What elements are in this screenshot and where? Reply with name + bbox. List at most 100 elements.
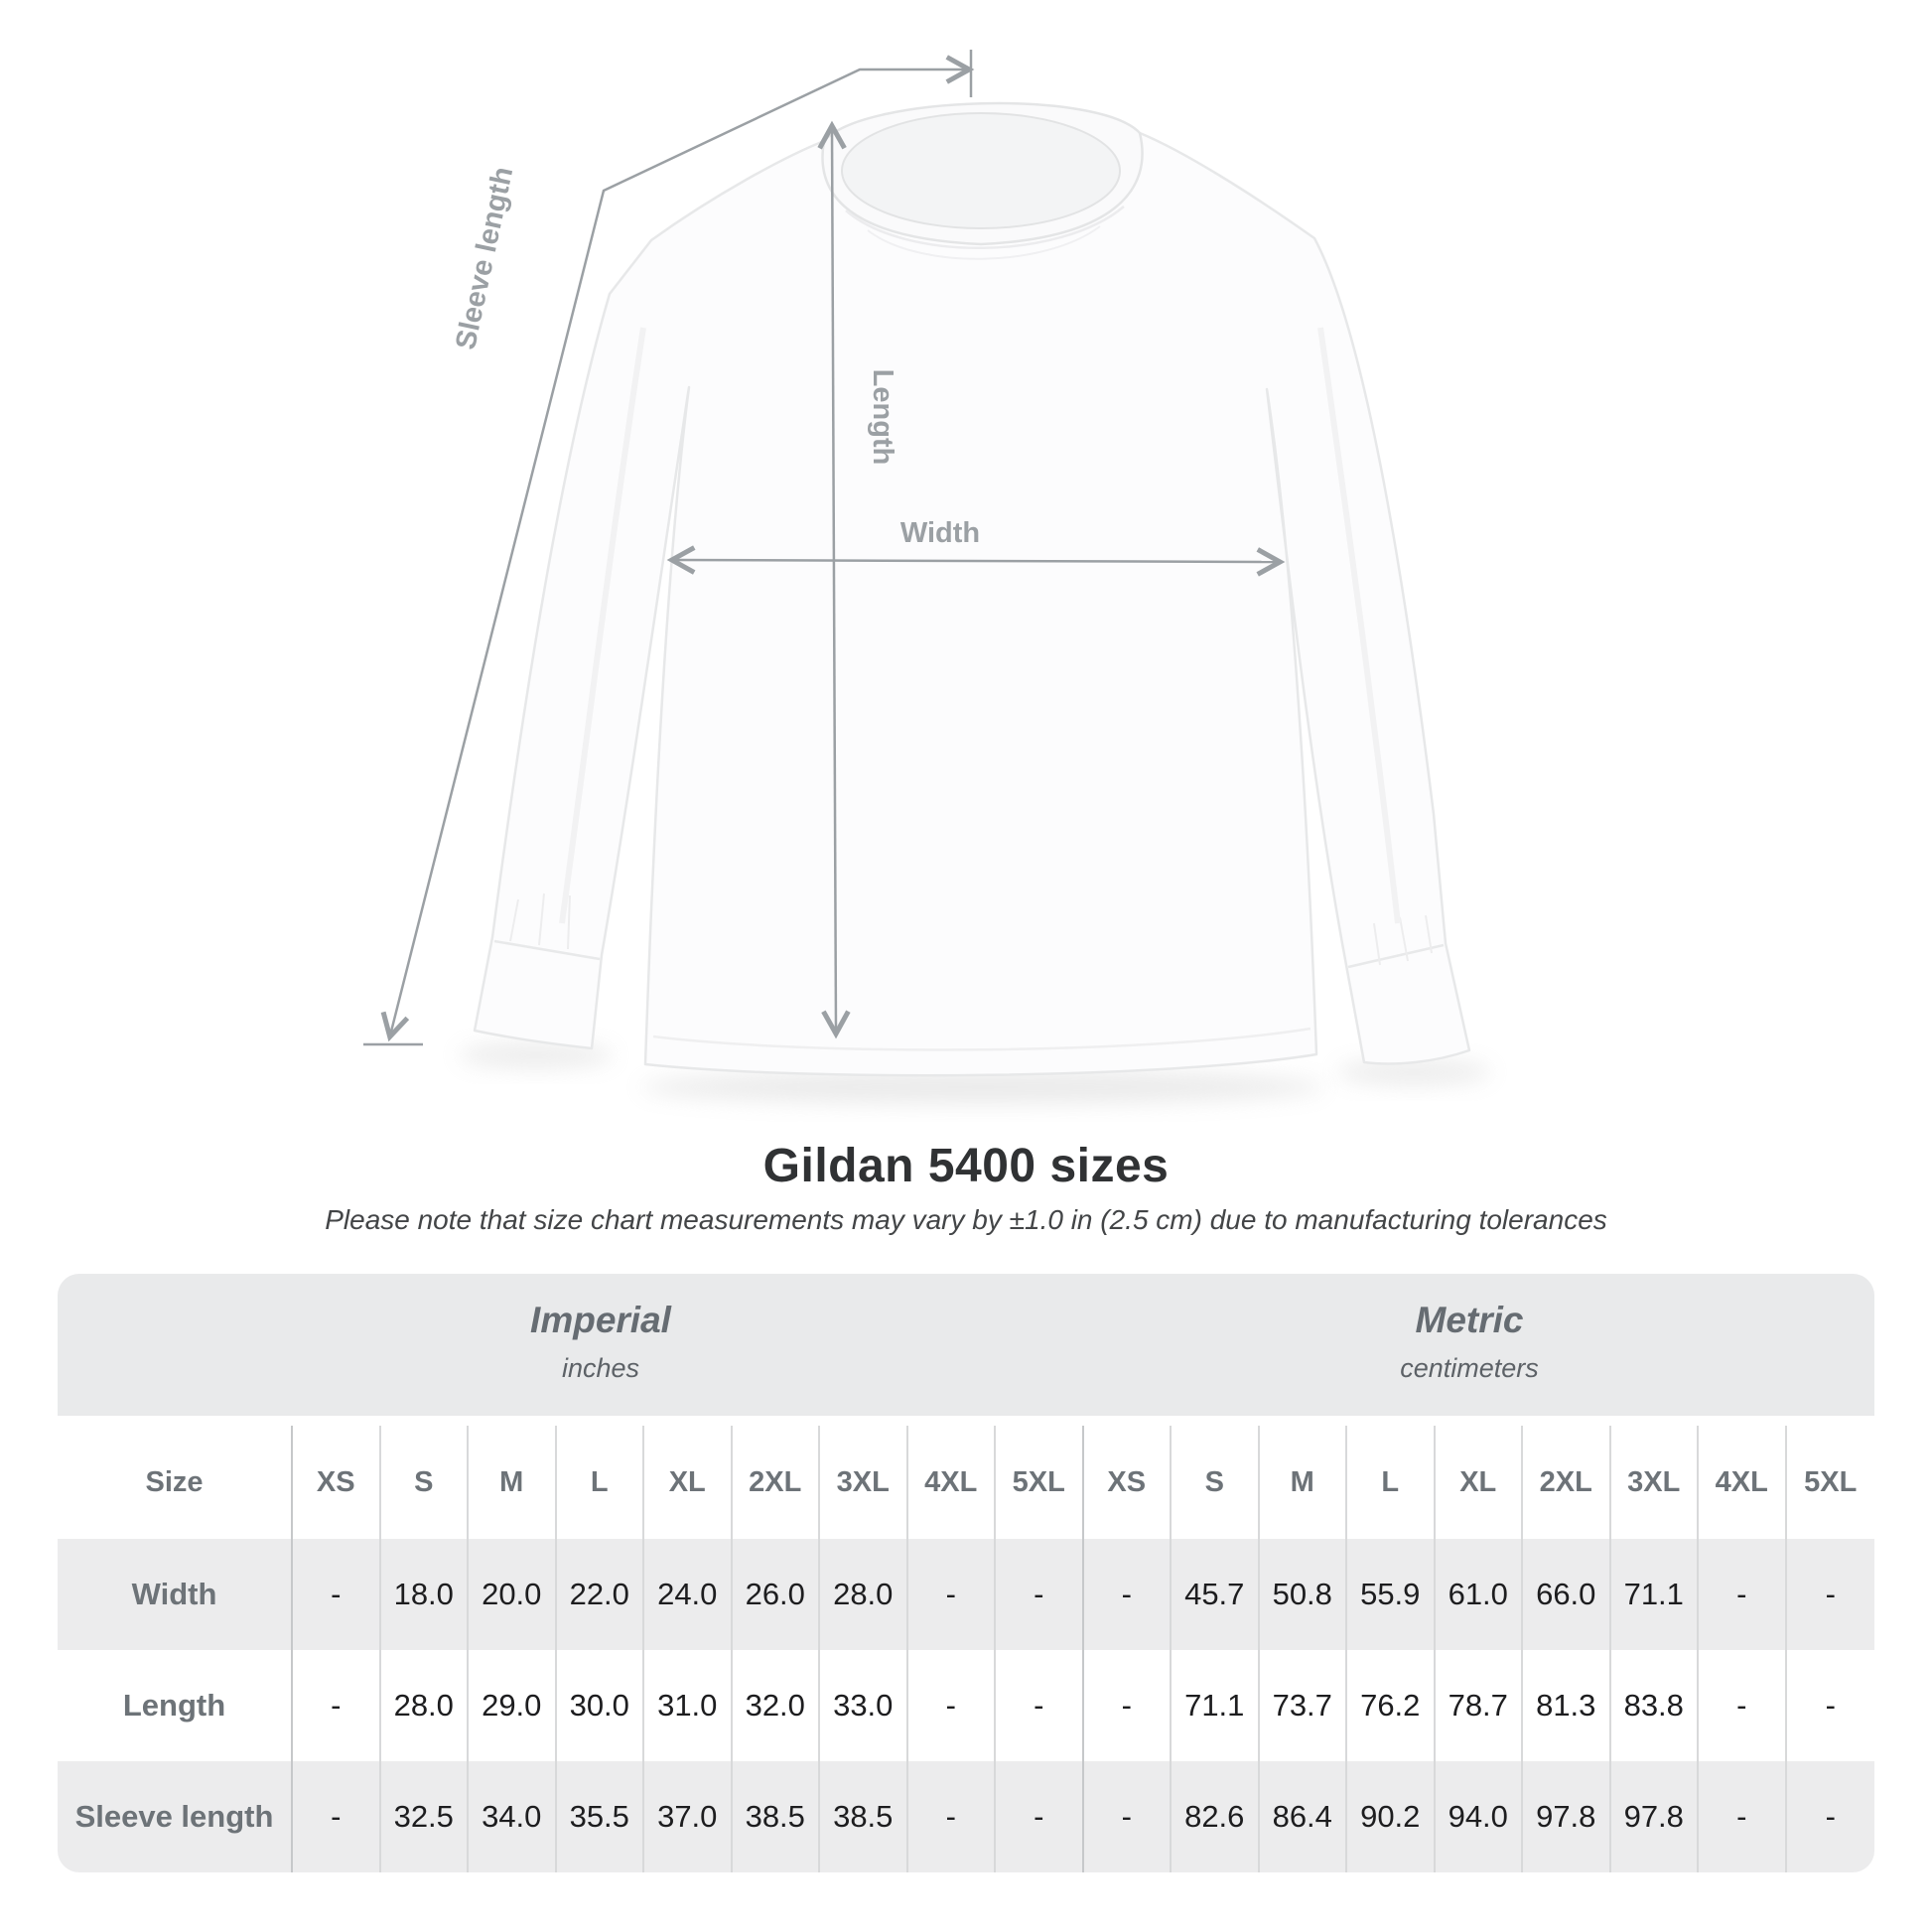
column-header-imperial-s: S [381, 1426, 469, 1539]
shirt-body [473, 131, 1471, 1077]
column-header-metric-xl: XL [1436, 1426, 1523, 1539]
cell-width-imperial-s: 18.0 [380, 1539, 469, 1650]
cell-width-imperial-xl: 24.0 [644, 1539, 733, 1650]
cell-width-metric-2xl: 66.0 [1523, 1539, 1611, 1650]
row-label-length: Length [58, 1650, 293, 1761]
unit-group-metric: Metric centimeters [1400, 1274, 1539, 1384]
cell-width-metric-xl: 61.0 [1435, 1539, 1523, 1650]
column-header-imperial-4xl: 4XL [908, 1426, 996, 1539]
length-label: Length [867, 369, 898, 466]
column-header-imperial-xl: XL [644, 1426, 733, 1539]
width-label: Width [900, 517, 980, 549]
cell-length-imperial-4xl: - [908, 1650, 996, 1761]
unit-group-metric-name: Metric [1415, 1300, 1524, 1340]
row-label-sleeve-length: Sleeve length [58, 1761, 293, 1872]
sleeve-length-dimension-line [380, 55, 975, 1042]
cell-length-metric-4xl: - [1699, 1650, 1787, 1761]
cell-width-imperial-2xl: 26.0 [732, 1539, 820, 1650]
cell-sleeve-length-metric-5xl: - [1786, 1761, 1874, 1872]
cell-width-metric-3xl: 71.1 [1610, 1539, 1699, 1650]
cell-sleeve-length-imperial-3xl: 38.5 [820, 1761, 908, 1872]
dimension-lines [363, 50, 1286, 1046]
hem-seam [652, 1027, 1311, 1051]
column-header-metric-s: S [1172, 1426, 1260, 1539]
right-cuff-gathers [1373, 914, 1433, 966]
cell-length-imperial-5xl: - [996, 1650, 1084, 1761]
cell-sleeve-length-metric-3xl: 97.8 [1610, 1761, 1699, 1872]
column-header-metric-xs: XS [1084, 1426, 1172, 1539]
cell-length-imperial-m: 29.0 [469, 1650, 557, 1761]
cell-sleeve-length-imperial-l: 35.5 [556, 1761, 644, 1872]
cell-sleeve-length-imperial-2xl: 38.5 [732, 1761, 820, 1872]
cell-length-imperial-xs: - [293, 1650, 381, 1761]
unit-group-imperial: Imperial inches [530, 1274, 671, 1384]
column-header-imperial-l: L [557, 1426, 644, 1539]
cell-width-imperial-xs: - [293, 1539, 381, 1650]
cell-sleeve-length-metric-xs: - [1083, 1761, 1172, 1872]
shirt-shadow [459, 1042, 1491, 1104]
cell-length-imperial-s: 28.0 [381, 1650, 469, 1761]
length-dimension-line [817, 120, 851, 1039]
cell-length-metric-xs: - [1084, 1650, 1172, 1761]
unit-group-imperial-name: Imperial [530, 1300, 671, 1340]
cell-sleeve-length-imperial-xl: 37.0 [644, 1761, 733, 1872]
column-header-metric-3xl: 3XL [1611, 1426, 1699, 1539]
size-tolerance-note: Please note that size chart measurements… [325, 1204, 1607, 1235]
column-header-size: Size [58, 1426, 293, 1539]
cell-width-metric-s: 45.7 [1172, 1539, 1260, 1650]
right-cuff-seam [1347, 943, 1445, 969]
sleeve-length-label: Sleeve length [450, 164, 519, 352]
cell-width-imperial-5xl: - [996, 1539, 1084, 1650]
cell-length-metric-s: 71.1 [1172, 1650, 1260, 1761]
cell-width-metric-5xl: - [1786, 1539, 1874, 1650]
cell-width-imperial-4xl: - [907, 1539, 996, 1650]
column-header-metric-m: M [1260, 1426, 1347, 1539]
cell-sleeve-length-imperial-m: 34.0 [469, 1761, 557, 1872]
cell-sleeve-length-imperial-s: 32.5 [380, 1761, 469, 1872]
cell-length-metric-xl: 78.7 [1436, 1650, 1523, 1761]
cell-sleeve-length-metric-m: 86.4 [1259, 1761, 1347, 1872]
column-header-imperial-m: M [469, 1426, 557, 1539]
unit-group-metric-unit: centimeters [1400, 1353, 1539, 1383]
size-chart-table: Size XS S M L XL 2XL 3XL 4XL 5XL XS S M L XL 2XL 3XL 4XL 5… [58, 1426, 1874, 1872]
cell-length-metric-2xl: 81.3 [1523, 1650, 1611, 1761]
cell-length-imperial-xl: 31.0 [644, 1650, 733, 1761]
cell-sleeve-length-imperial-xs: - [293, 1761, 381, 1872]
page-title: Gildan 5400 sizes [762, 1140, 1170, 1192]
cell-sleeve-length-metric-l: 90.2 [1347, 1761, 1436, 1872]
cell-length-metric-m: 73.7 [1260, 1650, 1347, 1761]
right-sleeve-fold [1317, 327, 1401, 924]
cell-width-imperial-m: 20.0 [469, 1539, 557, 1650]
column-header-imperial-3xl: 3XL [820, 1426, 908, 1539]
column-header-metric-5xl: 5XL [1804, 1465, 1858, 1498]
cell-sleeve-length-imperial-5xl: - [996, 1761, 1084, 1872]
cell-width-metric-4xl: - [1699, 1539, 1787, 1650]
cell-length-imperial-2xl: 32.0 [733, 1650, 820, 1761]
column-header-metric-2xl: 2XL [1523, 1426, 1611, 1539]
row-label-width: Width [58, 1539, 293, 1650]
cell-length-imperial-l: 30.0 [557, 1650, 644, 1761]
cell-width-metric-xs: - [1083, 1539, 1172, 1650]
column-header-imperial-5xl: 5XL [996, 1426, 1084, 1539]
cell-sleeve-length-metric-s: 82.6 [1172, 1761, 1260, 1872]
unit-group-imperial-unit: inches [561, 1353, 640, 1383]
cell-length-metric-5xl: - [1825, 1688, 1836, 1723]
cell-sleeve-length-metric-2xl: 97.8 [1523, 1761, 1611, 1872]
column-header-imperial-2xl: 2XL [733, 1426, 820, 1539]
cell-sleeve-length-imperial-4xl: - [907, 1761, 996, 1872]
cell-sleeve-length-metric-4xl: - [1699, 1761, 1787, 1872]
unit-band: Imperial inches Metric centimeters [58, 1274, 1874, 1416]
shirt-measurement-diagram: Sleeve length Length Width [363, 50, 1491, 1104]
collar-opening [841, 112, 1121, 229]
column-header-metric-l: L [1347, 1426, 1436, 1539]
cell-length-metric-3xl: 83.8 [1611, 1650, 1699, 1761]
cell-sleeve-length-metric-xl: 94.0 [1435, 1761, 1523, 1872]
cell-width-imperial-l: 22.0 [556, 1539, 644, 1650]
cell-width-imperial-3xl: 28.0 [820, 1539, 908, 1650]
cell-length-imperial-3xl: 33.0 [820, 1650, 908, 1761]
cell-width-metric-l: 55.9 [1347, 1539, 1436, 1650]
column-header-metric-4xl: 4XL [1699, 1426, 1787, 1539]
cell-length-metric-l: 76.2 [1347, 1650, 1436, 1761]
cell-width-metric-m: 50.8 [1259, 1539, 1347, 1650]
